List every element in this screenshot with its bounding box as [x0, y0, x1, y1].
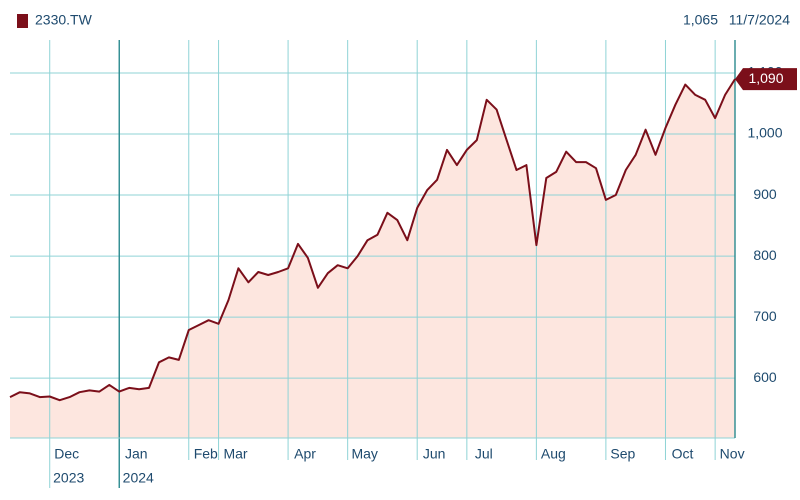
y-tick-label: 800 — [753, 247, 777, 263]
last-value-label: 1,090 — [748, 70, 783, 86]
symbol: 2330.TW — [35, 12, 93, 28]
x-tick-label: Jul — [475, 446, 493, 462]
price-line — [9, 78, 736, 402]
x-tick-label: May — [351, 446, 377, 462]
year-label: 2024 — [123, 470, 154, 486]
x-tick-label: Apr — [294, 446, 316, 462]
y-tick-label: 600 — [753, 369, 777, 385]
year-label: 2023 — [53, 470, 84, 486]
x-tick-label: Jun — [423, 446, 446, 462]
x-tick-label: Sep — [610, 446, 635, 462]
header-price: 1,065 — [683, 12, 718, 28]
area — [10, 79, 735, 438]
x-tick-label: Mar — [223, 446, 247, 462]
y-tick-label: 700 — [753, 308, 777, 324]
x-tick-label: Aug — [541, 446, 566, 462]
y-tick-label: 1,000 — [747, 125, 782, 141]
x-tick-label: Oct — [672, 446, 694, 462]
x-tick-label: Feb — [194, 446, 218, 462]
y-tick-label: 900 — [753, 186, 777, 202]
x-tick-label: Jan — [125, 446, 148, 462]
symbol-icon — [17, 14, 28, 28]
x-tick-label: Nov — [720, 446, 745, 462]
date: 11/7/2024 — [729, 12, 790, 28]
x-tick-label: Dec — [54, 446, 79, 462]
last-value-flag — [735, 68, 797, 91]
